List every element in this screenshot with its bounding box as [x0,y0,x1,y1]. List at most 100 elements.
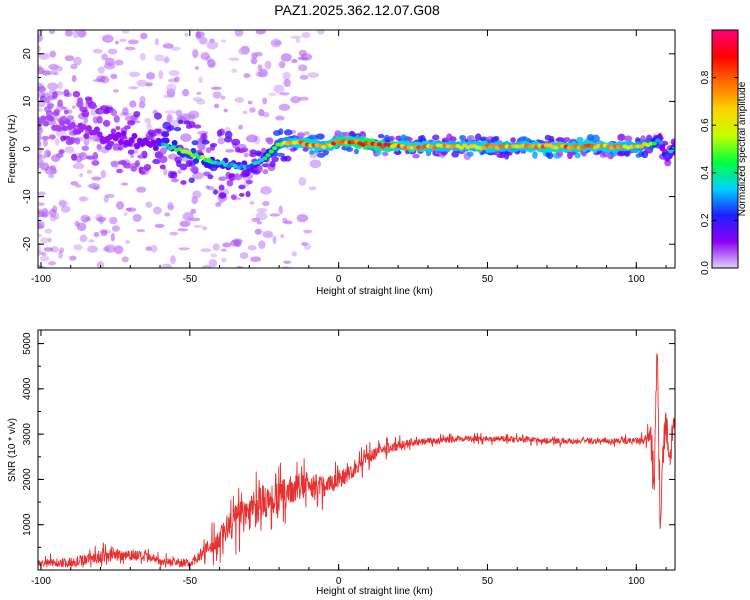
spectrogram-halo-blob [143,164,152,171]
spectrogram-halo-blob [218,184,225,191]
spectrogram-halo-blob [262,168,269,175]
spectrogram-band-blob [40,115,47,122]
spectrogram-noise-blob [54,138,60,146]
spectrogram-halo-blob [96,115,103,124]
spectrogram-noise-blob [194,66,199,70]
snr-y-tick-label: 3000 [22,423,33,446]
spectrogram-halo-blob [115,125,121,131]
spectrogram-core-blob [376,142,383,147]
spectrogram-noise-blob [231,68,238,73]
colorbar: 0.0 0.2 0.4 0.6 0.8 Normalized spectral ampli… [700,29,748,275]
spectrogram-core-blob [265,153,271,158]
spectrogram-band-blob [120,130,127,137]
spectrogram-halo-blob [193,124,202,129]
spectrogram-noise-blob [103,62,116,70]
spectrogram-noise-blob [278,61,286,69]
spectrogram-noise-blob [121,256,129,263]
spectrogram-noise-blob [167,201,174,209]
spectrogram-halo-blob [342,131,350,137]
spectrogram-noise-blob [296,214,309,223]
spectrogram-noise-blob [208,62,216,69]
spectrogram-halo-blob [171,178,179,183]
spectrogram-noise-blob [145,201,153,208]
spectrogram-noise-blob [198,76,204,84]
spectrogram-noise-blob [144,117,152,124]
spectrogram-noise-blob [69,255,77,261]
spectrogram-noise-blob [107,48,118,55]
spectrogram-band-blob [64,118,71,125]
spectrogram-noise-blob [47,82,59,91]
spectrogram-noise-blob [255,30,266,35]
spectrogram-halo-blob [55,152,64,158]
spectrogram-noise-blob [128,86,139,90]
spectrogram-noise-blob [122,107,129,116]
spectrogram-noise-blob [198,36,208,45]
spectrogram-x-tick-label: -50 [183,274,198,285]
spectrogram-y-tick-label: 10 [22,95,33,107]
spectrogram-halo-blob [38,140,42,148]
spectrogram-noise-blob [79,172,84,178]
snr-x-tick-label: -100 [31,576,51,587]
spectrogram-band-blob [171,140,178,147]
spectrogram-noise-blob [111,225,120,232]
spectrogram-noise-blob [75,155,83,163]
spectrogram-band-blob [206,162,213,169]
spectrogram-core-blob [219,160,225,165]
spectrogram-noise-blob [96,261,105,268]
spectrogram-noise-blob [255,211,268,221]
spectrogram-core-blob [200,155,206,160]
spectrogram-noise-blob [278,205,283,215]
spectrogram-noise-blob [101,53,108,61]
spectrogram-halo-blob [226,179,234,187]
spectrogram-noise-blob [231,238,243,244]
colorbar-tick-label: 0.2 [700,213,711,227]
spectrogram-noise-blob [132,213,142,222]
spectrogram-halo-blob [92,152,99,160]
spectrogram-noise-blob [140,32,148,40]
spectrogram-noise-blob [177,169,182,175]
spectrogram-halo-blob [491,136,498,143]
spectrogram-noise-blob [164,55,169,64]
spectrogram-noise-blob [264,60,272,70]
spectrogram-noise-blob [297,64,308,72]
spectrogram-halo-blob [419,134,426,143]
spectrogram-halo-blob [617,133,626,142]
spectrogram-halo-blob [238,192,245,197]
spectrogram-halo-blob [224,130,233,139]
spectrogram-noise-blob [249,107,256,113]
spectrogram-core-blob [268,149,274,154]
spectrogram-noise-blob [38,245,42,252]
spectrogram-noise-blob [38,30,43,35]
spectrogram-halo-blob [316,152,326,158]
spectrogram-core-blob [186,150,193,155]
spectrogram-noise-blob [136,186,147,193]
spectrogram-y-tick-label: 20 [22,48,33,60]
spectrogram-halo-blob [315,133,325,140]
spectrogram-noise-blob [39,255,50,262]
spectrogram-noise-blob [282,71,291,81]
spectrogram-noise-blob [213,103,220,109]
spectrogram-noise-blob [161,263,172,268]
spectrogram-noise-blob [38,162,42,169]
spectrogram-band-blob [131,132,138,139]
spectrogram-noise-blob [291,58,298,64]
spectrogram-noise-blob [136,79,148,87]
spectrogram-noise-blob [101,34,114,43]
spectrogram-noise-blob [73,56,82,66]
spectrogram-core-blob [272,146,278,151]
spectrogram-noise-blob [91,176,102,181]
spectrogram-halo-blob [162,132,170,138]
spectrogram-noise-blob [70,181,79,186]
spectrogram-noise-blob [239,252,249,259]
snr-x-tick-label: 100 [628,576,645,587]
spectrogram-noise-blob [192,97,203,102]
spectrogram-halo-blob [141,150,148,157]
spectrogram-noise-blob [278,92,290,96]
spectrogram-x-tick-label: 100 [628,274,645,285]
spectrogram-noise-blob [192,171,204,180]
spectrogram-noise-blob [297,56,309,61]
spectrogram-noise-blob [208,258,218,268]
snr-frame [37,329,676,571]
spectrogram-halo-blob [63,89,70,97]
